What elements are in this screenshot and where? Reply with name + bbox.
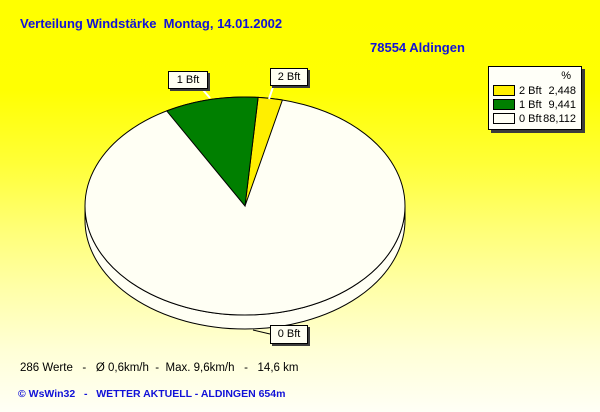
- station-label: 78554 Aldingen: [370, 40, 465, 55]
- chart-title: Verteilung Windstärke Montag, 14.01.2002: [20, 16, 283, 31]
- pie-wedges: [165, 96, 284, 208]
- legend: % 2 Bft 2,448 1 Bft 9,441 0 Bft 88,112: [488, 66, 582, 130]
- callout-2bft: 2 Bft: [270, 68, 308, 86]
- legend-swatch-2bft: [493, 85, 515, 96]
- callout-0bft: 0 Bft: [270, 325, 308, 344]
- legend-unit-header: %: [561, 70, 571, 82]
- legend-label-1bft: 1 Bft: [519, 98, 542, 111]
- callout-line-0bft: [252, 329, 271, 335]
- legend-value-2bft: 2,448: [548, 84, 576, 97]
- legend-row-2bft: 2 Bft 2,448: [493, 84, 576, 97]
- legend-swatch-1bft: [493, 99, 515, 110]
- legend-row-0bft: 0 Bft 88,112: [493, 112, 576, 125]
- legend-value-0bft: 88,112: [543, 112, 576, 125]
- callout-line-1bft: [202, 89, 211, 99]
- pie-slice-1-bft: [165, 96, 259, 208]
- legend-row-1bft: 1 Bft 9,441: [493, 98, 576, 111]
- legend-label-0bft: 0 Bft: [519, 112, 542, 125]
- callout-line-2bft: [268, 86, 274, 100]
- callout-1bft: 1 Bft: [168, 71, 208, 89]
- stats-line: 286 Werte - Ø 0,6km/h - Max. 9,6km/h - 1…: [20, 362, 299, 374]
- copyright-footer: © WsWin32 - WETTER AKTUELL - ALDINGEN 65…: [18, 388, 286, 400]
- legend-value-1bft: 9,441: [548, 98, 576, 111]
- callout-0bft-label: 0 Bft: [277, 328, 301, 340]
- legend-swatch-0bft: [493, 113, 515, 124]
- legend-label-2bft: 2 Bft: [519, 84, 542, 97]
- callout-2bft-label: 2 Bft: [277, 71, 301, 83]
- callout-1bft-label: 1 Bft: [176, 74, 200, 86]
